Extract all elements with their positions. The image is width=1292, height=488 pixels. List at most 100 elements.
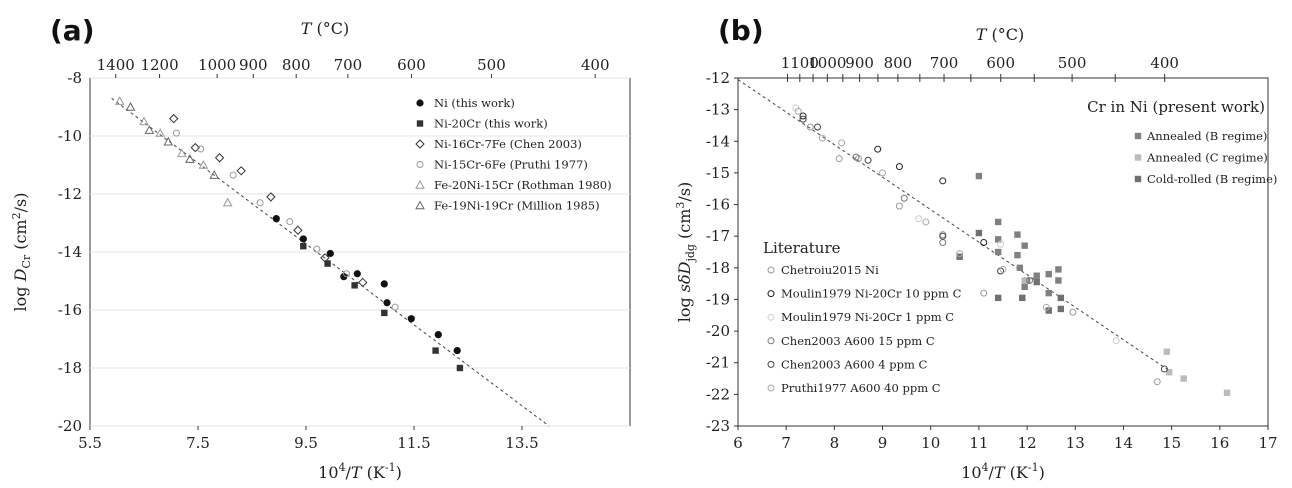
legend-marker-b bbox=[1134, 154, 1142, 161]
data-points-a bbox=[114, 96, 464, 372]
legend-a: Ni (this work) Ni-20Cr (this work) Ni-16Cr… bbox=[415, 96, 612, 213]
y-ticks-a: -8 -10 -12 -14 -16 -18 -20 bbox=[58, 69, 82, 435]
data-point-b bbox=[1016, 264, 1024, 272]
legend-marker-b bbox=[1134, 175, 1142, 183]
y-tick-label-b: -17 bbox=[706, 227, 730, 245]
x-tick-label-b: 9 bbox=[878, 434, 888, 452]
data-point-b bbox=[1057, 294, 1065, 302]
data-point-a bbox=[144, 125, 155, 134]
data-point-a bbox=[222, 197, 233, 207]
data-point-b bbox=[1153, 378, 1161, 386]
data-point-a bbox=[198, 159, 209, 169]
data-point-a bbox=[256, 199, 264, 207]
top-tick-label-b: 900 bbox=[845, 54, 874, 72]
x-ticks-b: 6 7 8 9 10 11 12 13 14 15 16 17 bbox=[733, 426, 1278, 452]
data-point-b bbox=[838, 139, 846, 147]
data-point-b bbox=[814, 123, 821, 131]
x-tick-label-b: 8 bbox=[830, 434, 840, 452]
data-point-a bbox=[407, 315, 415, 323]
data-point-a bbox=[229, 171, 237, 179]
legend-marker-a bbox=[415, 179, 425, 189]
data-point-b bbox=[915, 215, 923, 223]
data-point-a bbox=[320, 253, 330, 263]
data-point-a bbox=[114, 96, 125, 105]
legend-marker-b bbox=[1134, 132, 1142, 140]
y-axis-label-b: log sδDjdg (cm3/s) bbox=[674, 182, 697, 323]
y-tick-label-b: -16 bbox=[706, 196, 730, 214]
y-tick-label-a: -12 bbox=[58, 185, 82, 203]
y-tick-label-a: -8 bbox=[67, 69, 82, 87]
y-axis-label-a: log DCr (cm2/s) bbox=[10, 193, 33, 312]
legend-title-literature-b: Literature bbox=[763, 239, 841, 257]
data-point-b bbox=[794, 107, 802, 115]
y-tick-label-a: -20 bbox=[58, 417, 82, 435]
data-point-b bbox=[818, 134, 826, 142]
x-tick-label-b: 11 bbox=[969, 434, 988, 452]
legend-label-b: Chen2003 A600 4 ppm C bbox=[781, 357, 928, 371]
legend-label-b: Annealed (C regime) bbox=[1146, 151, 1268, 165]
x-tick-label-b: 12 bbox=[1018, 434, 1037, 452]
x-tick-label-a: 13.5 bbox=[505, 434, 538, 452]
legend-marker-b bbox=[767, 290, 775, 298]
data-point-a bbox=[266, 192, 276, 202]
data-point-b bbox=[1045, 307, 1052, 314]
data-point-a bbox=[299, 235, 307, 243]
data-point-b bbox=[1045, 289, 1052, 297]
legend-label-b: Annealed (B regime) bbox=[1146, 129, 1267, 143]
data-point-a bbox=[286, 218, 294, 226]
x-tick-label-a: 5.5 bbox=[78, 434, 102, 452]
y-tick-label-b: -12 bbox=[706, 69, 730, 87]
y-tick-label-a: -18 bbox=[58, 359, 82, 377]
panel-b-label: (b) bbox=[718, 14, 764, 47]
data-point-b bbox=[1160, 365, 1168, 373]
data-point-b bbox=[1026, 276, 1033, 284]
top-tick-label-a: 1400 bbox=[97, 56, 135, 74]
data-point-b bbox=[835, 155, 843, 163]
data-point-a bbox=[300, 243, 307, 250]
data-point-b bbox=[939, 232, 947, 240]
top-tick-label-b: 1100 bbox=[781, 54, 819, 72]
y-tick-label-b: -13 bbox=[706, 101, 730, 119]
x-tick-label-b: 10 bbox=[921, 434, 940, 452]
data-point-a bbox=[176, 148, 187, 158]
x-ticks-a: 5.5 7.5 9.5 11.5 13.5 bbox=[78, 426, 539, 452]
y-tick-label-b: -18 bbox=[706, 259, 730, 277]
data-point-b bbox=[975, 172, 983, 180]
data-point-b bbox=[806, 123, 814, 131]
legend-label-b: Chetroiu2015 Ni bbox=[781, 263, 879, 277]
x-tick-label-b: 7 bbox=[781, 434, 791, 452]
data-point-a bbox=[272, 215, 280, 223]
legend-label-b: Moulin1979 Ni-20Cr 10 ppm C bbox=[781, 287, 962, 301]
y-tick-label-b: -20 bbox=[706, 322, 730, 340]
data-point-a bbox=[381, 309, 388, 317]
legend-label-b: Pruthi1977 A600 40 ppm C bbox=[781, 381, 941, 395]
data-point-a bbox=[209, 170, 220, 179]
legend-label-a: Fe-20Ni-15Cr (Rothman 1980) bbox=[434, 178, 612, 192]
legend-label-b: Cold-rolled (B regime) bbox=[1147, 172, 1277, 186]
data-point-b bbox=[852, 153, 860, 161]
top-tick-label-a: 1000 bbox=[198, 56, 236, 74]
top-tick-label-b: 400 bbox=[1150, 54, 1179, 72]
data-point-b bbox=[1163, 348, 1171, 355]
data-point-b bbox=[994, 248, 1002, 256]
y-tick-label-a: -16 bbox=[58, 301, 82, 319]
data-point-b bbox=[1021, 283, 1028, 290]
legend-marker-b bbox=[767, 360, 775, 368]
data-point-a bbox=[168, 113, 179, 124]
data-point-b bbox=[874, 145, 882, 153]
data-point-a bbox=[456, 364, 464, 372]
legend-marker-b bbox=[767, 313, 775, 321]
data-point-b bbox=[922, 218, 930, 226]
data-point-a bbox=[434, 331, 442, 339]
legend-title-present-b: Cr in Ni (present work) bbox=[1087, 98, 1265, 116]
data-point-a bbox=[125, 101, 136, 111]
y-tick-label-a: -10 bbox=[58, 127, 82, 145]
data-point-b bbox=[939, 177, 947, 185]
data-point-b bbox=[1045, 270, 1052, 278]
top-tick-label-b: 700 bbox=[930, 54, 959, 72]
data-point-b bbox=[1055, 266, 1062, 273]
data-point-b bbox=[895, 163, 903, 171]
x-tick-label-b: 6 bbox=[733, 434, 743, 452]
top-tick-label-a: 900 bbox=[239, 56, 268, 74]
